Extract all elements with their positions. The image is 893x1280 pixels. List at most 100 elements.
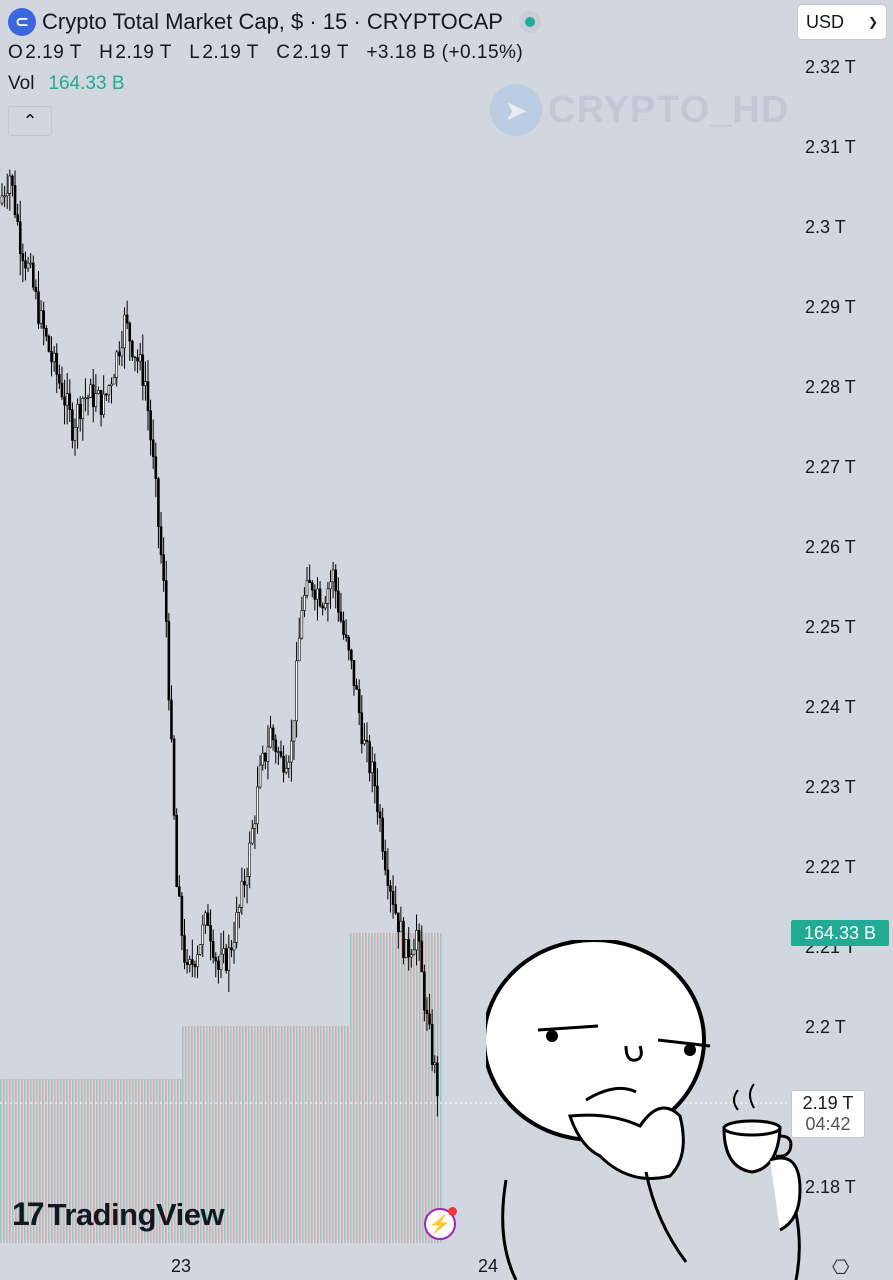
volume-bar: [356, 933, 358, 1243]
candle-body: [326, 588, 330, 604]
volume-bar: [60, 1079, 62, 1243]
candle-body: [97, 390, 100, 394]
volume-bar: [386, 933, 388, 1243]
volume-bar: [362, 933, 364, 1243]
candle-body: [183, 935, 186, 963]
candle-body: [323, 603, 327, 609]
collapse-legend-button[interactable]: ⌃: [8, 106, 52, 136]
volume-bar: [111, 1079, 113, 1243]
candle-body: [68, 393, 72, 410]
volume-bar: [425, 933, 427, 1243]
volume-bar: [12, 1079, 14, 1243]
volume-bar: [209, 1026, 211, 1243]
price-axis-label: 2.27 T: [805, 457, 856, 477]
candle-body: [352, 660, 356, 686]
candle-body: [230, 947, 233, 951]
current-price-value: 2.19 T: [802, 1093, 854, 1113]
candle-body: [11, 175, 14, 186]
volume-bar: [177, 1079, 179, 1243]
volume-bar: [353, 933, 355, 1243]
candle-body: [365, 739, 369, 742]
candle-body: [274, 739, 278, 753]
volume-bar: [308, 1026, 310, 1243]
candle-body: [399, 920, 403, 933]
candle-body: [337, 590, 340, 613]
volume-bar: [108, 1079, 110, 1243]
candle-body: [47, 335, 51, 352]
volume-bar: [99, 1079, 101, 1243]
price-axis-label: 2.29 T: [805, 297, 856, 317]
volume-bar: [392, 933, 394, 1243]
candle-body: [175, 815, 178, 888]
candle-body: [344, 634, 348, 638]
currency-value: USD: [806, 11, 845, 32]
candle-body: [89, 384, 92, 398]
candle-body: [211, 941, 215, 958]
candle-body: [376, 785, 379, 813]
candle-body: [55, 352, 59, 375]
volume-bar: [260, 1026, 262, 1243]
candle-body: [217, 960, 220, 970]
settings-icon[interactable]: ⎔: [832, 1257, 850, 1279]
volume-bar: [329, 1026, 331, 1243]
volume-bar: [290, 1026, 292, 1243]
candle-body: [86, 397, 90, 399]
candle-body: [339, 611, 343, 622]
candle-body: [256, 786, 259, 825]
candle-body: [136, 357, 139, 362]
candle-body: [151, 439, 155, 458]
high-value: 2.19 T: [115, 42, 172, 63]
candle-body: [123, 314, 126, 349]
volume-bar: [278, 1026, 280, 1243]
candle-body: [164, 580, 168, 622]
telegram-icon: ➤: [490, 84, 542, 136]
volume-bar: [431, 933, 433, 1243]
candle-body: [146, 381, 150, 412]
volume-bar: [302, 1026, 304, 1243]
volume-label: Vol: [8, 73, 35, 94]
candle-body: [94, 393, 98, 408]
currency-select[interactable]: USD ❯: [797, 4, 887, 40]
tradingview-logo[interactable]: 17 TradingView: [12, 1196, 225, 1233]
market-status-icon[interactable]: [518, 11, 541, 33]
volume-tag: 164.33 B: [791, 920, 889, 946]
volume-bar: [147, 1079, 149, 1243]
volume-bar: [182, 1026, 184, 1243]
volume-bar: [3, 1079, 5, 1243]
price-axis-label: 2.25 T: [805, 617, 856, 637]
candle-body: [52, 352, 56, 363]
lightning-icon[interactable]: ⚡: [424, 1207, 457, 1240]
volume-bar: [440, 933, 442, 1243]
volume-bar: [138, 1079, 140, 1243]
candle-body: [180, 895, 184, 936]
candle-body: [133, 356, 137, 359]
volume-bar: [317, 1026, 319, 1243]
candle-body: [407, 939, 411, 958]
volume-bar: [120, 1079, 122, 1243]
volume-bar: [150, 1079, 152, 1243]
volume-bar: [434, 933, 436, 1243]
tradingview-name: TradingView: [47, 1196, 225, 1232]
volume-bars: [0, 933, 442, 1243]
volume-bar: [141, 1079, 143, 1243]
volume-bar: [81, 1079, 83, 1243]
candle-body: [428, 1013, 431, 1025]
volume-legend: Vol 164.33 B: [8, 73, 125, 95]
candle-body: [91, 384, 95, 408]
price-axis-label: 2.28 T: [805, 377, 856, 397]
volume-bar: [251, 1026, 253, 1243]
change-value: +3.18 B (+0.15%): [366, 42, 524, 63]
volume-bar: [69, 1079, 71, 1243]
volume-bar: [371, 933, 373, 1243]
volume-bar: [407, 933, 409, 1243]
candle-body: [430, 1023, 434, 1065]
candle-body: [342, 620, 345, 635]
candle-body: [196, 954, 199, 968]
candle-body: [264, 752, 267, 762]
volume-bar: [248, 1026, 250, 1243]
chart-header[interactable]: ⊂ Crypto Total Market Cap, $ · 15 · CRYP…: [8, 6, 541, 38]
volume-bar: [344, 1026, 346, 1243]
volume-bar: [78, 1079, 80, 1243]
candle-body: [253, 823, 257, 829]
